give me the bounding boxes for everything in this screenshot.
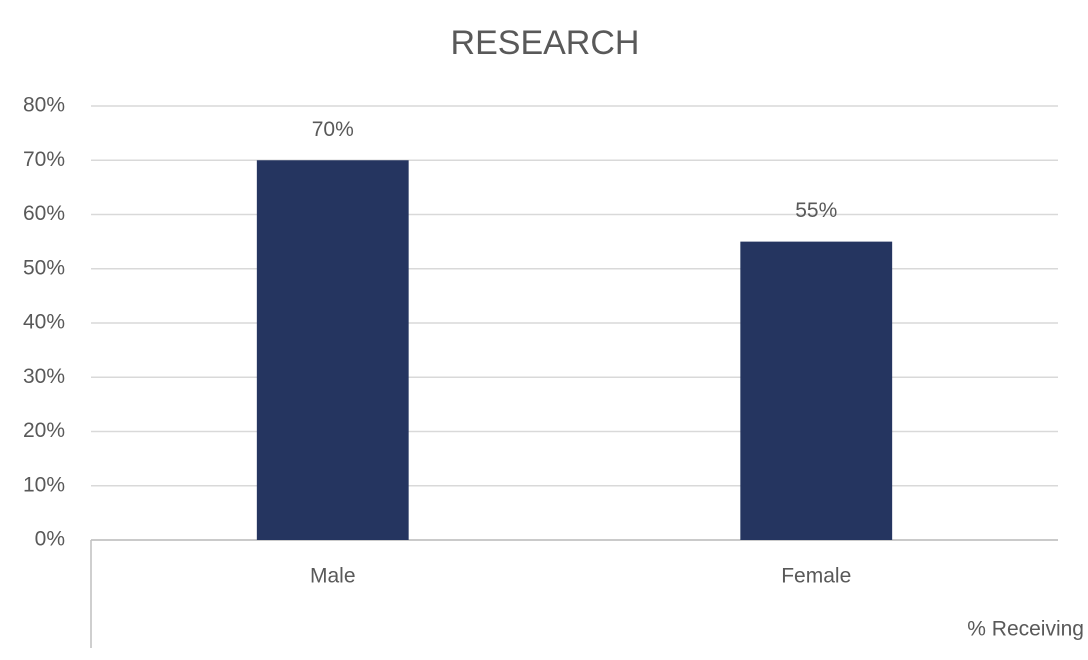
data-label: 70% [312,118,354,141]
y-tick-label: 0% [35,528,65,551]
y-tick-label: 20% [23,419,65,442]
bar [256,160,409,540]
chart-title: RESEARCH [451,24,640,62]
y-tick-label: 80% [23,94,65,117]
y-tick-label: 50% [23,256,65,279]
y-tick-label: 40% [23,311,65,334]
y-tick-label: 10% [23,473,65,496]
x-tick-label: Male [310,565,356,588]
bar [740,241,893,540]
data-label: 55% [795,199,837,222]
y-tick-label: 60% [23,202,65,225]
y-tick-label: 70% [23,148,65,171]
y-tick-label: 30% [23,365,65,388]
x-axis-label: % Receiving [967,618,1084,641]
x-tick-label: Female [781,565,851,588]
